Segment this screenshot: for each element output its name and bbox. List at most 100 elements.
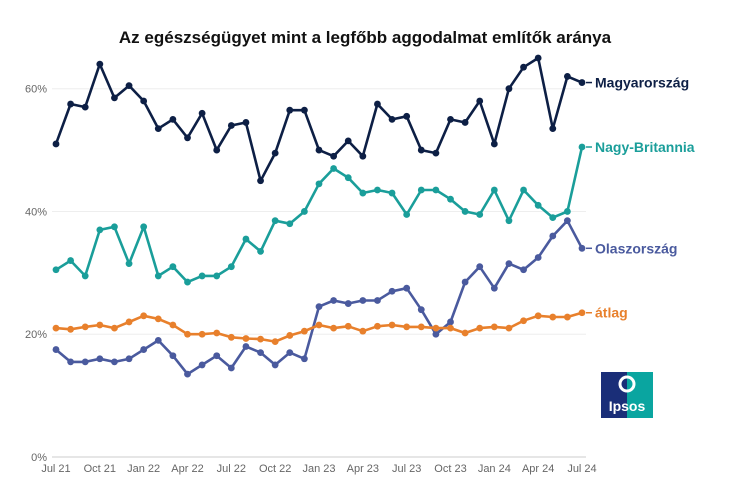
- data-point: [213, 329, 221, 337]
- data-point: [140, 346, 148, 353]
- data-point: [271, 217, 279, 225]
- data-point: [257, 247, 264, 255]
- data-point: [374, 186, 381, 194]
- data-point: [476, 211, 484, 218]
- data-point: [344, 137, 352, 145]
- data-point: [388, 287, 396, 295]
- data-point: [52, 140, 60, 148]
- data-point: [388, 321, 396, 329]
- data-point: [184, 330, 191, 338]
- data-point: [417, 186, 425, 194]
- data-point: [227, 333, 235, 341]
- data-point: [125, 260, 133, 268]
- data-point: [242, 235, 250, 243]
- data-point: [549, 232, 557, 240]
- data-point: [242, 343, 250, 350]
- data-point: [447, 324, 454, 332]
- data-point: [534, 54, 542, 62]
- x-axis-ticks: Jul 21 Oct 21 Jan 22 Apr 22 Jul 22 Oct 22 Jan …: [41, 463, 596, 475]
- data-point: [227, 364, 235, 372]
- data-point: [154, 272, 162, 280]
- data-point: [315, 146, 323, 154]
- data-point: [271, 361, 279, 369]
- data-point: [81, 272, 89, 280]
- data-point: [505, 217, 513, 225]
- data-point: [563, 313, 571, 321]
- series-lines: [52, 54, 586, 378]
- data-point: [417, 323, 425, 331]
- data-point: [52, 346, 60, 353]
- data-point: [578, 143, 586, 151]
- data-point: [300, 355, 308, 363]
- data-point: [330, 165, 338, 172]
- data-point: [476, 324, 484, 332]
- series-group: [52, 309, 586, 345]
- data-point: [96, 226, 104, 234]
- data-point: [125, 355, 133, 363]
- data-point: [330, 152, 338, 160]
- series-labels: Magyarország Nagy-Britannia Olaszország átl…: [586, 75, 695, 321]
- data-point: [111, 94, 118, 102]
- series-label: Olaszország: [595, 240, 677, 256]
- data-point: [447, 115, 454, 123]
- data-point: [476, 97, 484, 105]
- x-tick-label: Oct 23: [434, 463, 466, 475]
- x-tick-label: Apr 24: [522, 463, 554, 475]
- data-point: [520, 266, 527, 274]
- data-point: [578, 244, 586, 252]
- data-point: [344, 174, 352, 182]
- data-point: [140, 312, 148, 320]
- data-point: [330, 297, 338, 304]
- data-point: [549, 313, 557, 321]
- x-tick-label: Apr 22: [171, 463, 203, 475]
- data-point: [286, 220, 294, 228]
- series-group: [52, 217, 586, 378]
- data-point: [154, 336, 162, 344]
- data-point: [300, 106, 308, 114]
- data-point: [81, 358, 89, 366]
- data-point: [490, 140, 498, 148]
- data-point: [271, 149, 279, 157]
- data-point: [213, 352, 221, 360]
- x-tick-label: Jul 21: [41, 463, 70, 475]
- ipsos-logo: Ipsos: [601, 372, 653, 418]
- data-point: [242, 119, 250, 126]
- data-point: [476, 263, 484, 271]
- data-point: [578, 309, 586, 317]
- data-point: [111, 223, 118, 231]
- data-point: [461, 208, 469, 215]
- data-point: [300, 327, 308, 335]
- data-point: [154, 315, 162, 323]
- data-point: [198, 330, 206, 338]
- y-axis-ticks: 0% 20% 40% 60%: [25, 84, 47, 464]
- data-point: [315, 321, 323, 329]
- series-group: [52, 54, 586, 185]
- data-point: [184, 278, 191, 286]
- y-tick-label: 20%: [25, 329, 47, 341]
- data-point: [374, 322, 381, 330]
- data-point: [388, 115, 396, 123]
- data-point: [213, 146, 221, 154]
- data-point: [359, 297, 367, 304]
- data-point: [534, 201, 542, 209]
- data-point: [359, 189, 367, 197]
- data-point: [374, 297, 381, 304]
- data-point: [388, 189, 396, 197]
- data-point: [417, 146, 425, 154]
- data-point: [432, 324, 440, 332]
- data-point: [534, 312, 542, 320]
- data-point: [505, 324, 513, 332]
- data-point: [52, 324, 60, 332]
- data-point: [563, 73, 571, 80]
- grid-lines: [52, 88, 586, 458]
- x-tick-label: Jan 24: [478, 463, 511, 475]
- data-point: [227, 263, 235, 271]
- data-point: [315, 303, 323, 311]
- data-point: [213, 272, 221, 280]
- series-line: [55, 146, 584, 284]
- logo-text: Ipsos: [609, 398, 646, 414]
- data-point: [461, 329, 469, 337]
- data-point: [96, 60, 104, 68]
- data-point: [67, 325, 75, 333]
- series-label: Magyarország: [595, 75, 689, 91]
